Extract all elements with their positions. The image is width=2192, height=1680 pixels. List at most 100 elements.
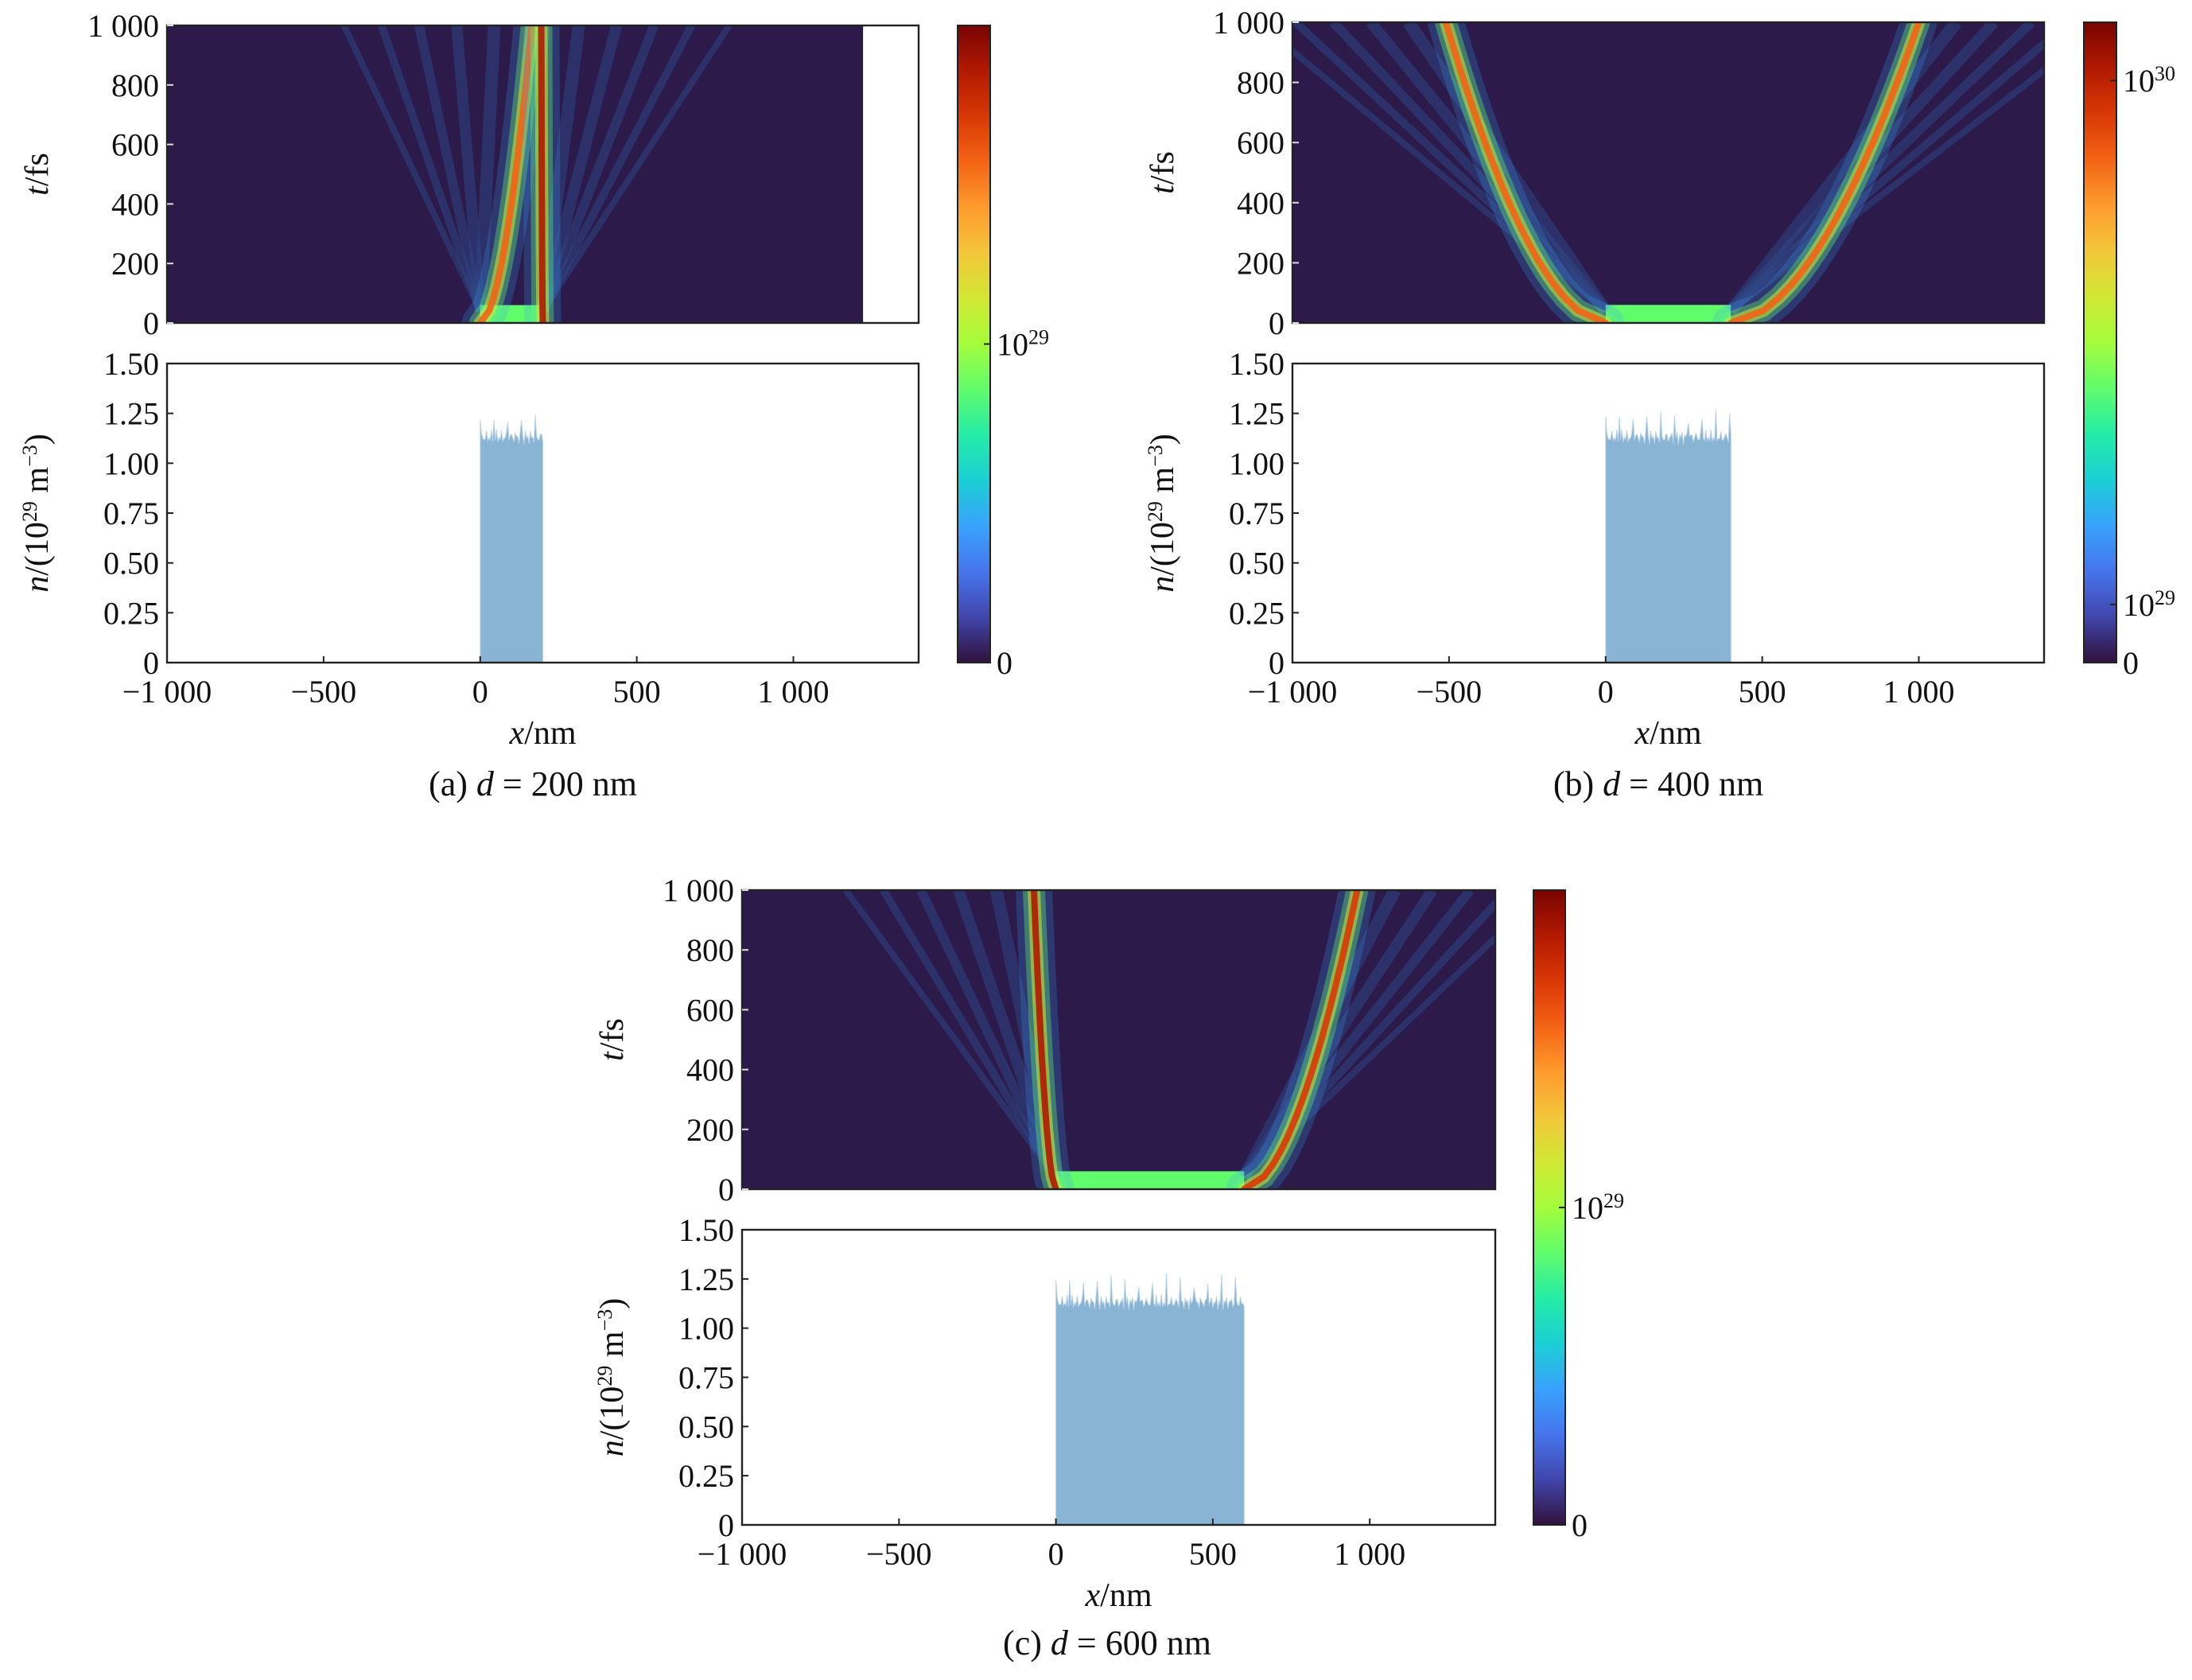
colorbar-tick-label-1: 1029 (1572, 1189, 1624, 1227)
spray-ray-0-3 (1329, 22, 1610, 314)
spray-ray-0-1 (473, 25, 501, 312)
colorbar-tick-label-1: 1029 (997, 325, 1049, 363)
heatmap-ytick-label-4: 800 (686, 932, 734, 968)
plasma-edge-0 (476, 25, 535, 323)
profile-ytick-label-4: 1.00 (103, 445, 159, 481)
profile-xlabel: x/nm (1634, 715, 1702, 752)
heatmap-ytick-label-5: 1 000 (1213, 5, 1284, 41)
heatmap-ylabel: t/fs (19, 153, 56, 196)
heatmap-ytick-label-1: 200 (686, 1112, 734, 1148)
spray-ray-1-4 (539, 25, 695, 313)
spray-fan-1 (536, 25, 733, 313)
profile-ytick-label-4: 1.00 (678, 1311, 734, 1347)
target-slab (1055, 1171, 1245, 1189)
heatmap-ytick-label-4: 800 (111, 68, 159, 103)
spray-ray-1-2 (537, 25, 622, 313)
profile-ylabel: n/(1029 m−3) (18, 434, 56, 593)
heatmap-ytick-label-1: 200 (1237, 245, 1284, 281)
heatmap-ytick-label-5: 1 000 (663, 873, 734, 908)
colorbar-tick-label-0: 0 (1572, 1507, 1588, 1543)
profile-xtick-label-4: 1 000 (758, 674, 830, 710)
caption-b: (b) d = 400 nm (1553, 764, 1763, 803)
heatmap-ytick-label-5: 1 000 (87, 8, 159, 44)
profile-xlabel: x/nm (1085, 1577, 1152, 1614)
spray-ray-0-4 (1292, 22, 1609, 314)
spray-ray-1-3 (1728, 22, 2035, 315)
profile-xtick-label-0: −1 000 (122, 674, 212, 710)
colorbar-tick-label-0: 0 (2123, 645, 2139, 681)
target-slab (1605, 305, 1731, 323)
spray-fan-0 (340, 25, 501, 313)
density-bar (1055, 1273, 1245, 1526)
spray-ray-1-4 (1728, 38, 2044, 314)
colorbar-tick-label-1: 1029 (2123, 585, 2175, 623)
density-bar (480, 414, 543, 663)
heatmap-background (1292, 22, 2044, 323)
colorbar-gradient (2083, 21, 2117, 663)
profile-xtick-label-1: −500 (1417, 674, 1483, 710)
profile-ytick-label-6: 1.50 (103, 346, 159, 382)
heatmap-ytick-label-4: 800 (1237, 65, 1284, 101)
spray-ray-0-1 (1403, 22, 1611, 315)
colorbar-c: 0 1029 (1533, 889, 1624, 1543)
heatmap-ytick-label-0: 0 (718, 1172, 734, 1208)
plasma-edge-0 (1031, 890, 1059, 1189)
heatmap-ytick-label-0: 0 (143, 305, 159, 341)
profile-ytick-label-6: 1.50 (678, 1212, 734, 1248)
profile-xtick-label-3: 500 (613, 674, 661, 710)
spray-ray-0-5 (842, 890, 1059, 1180)
heatmap-ylabel: t/fs (1145, 151, 1181, 194)
spray-ray-0-3 (414, 25, 485, 313)
profile-ytick-label-0: 0 (143, 645, 159, 681)
profile-xtick-label-1: −500 (291, 674, 357, 710)
heatmap-ytick-label-0: 0 (1269, 305, 1284, 341)
profile-ytick-label-1: 0.25 (103, 595, 159, 631)
profile-xtick-label-3: 500 (1189, 1536, 1237, 1572)
profile-ytick-label-1: 0.25 (1229, 595, 1284, 631)
profile-ytick-label-6: 1.50 (1229, 346, 1284, 382)
heatmap-c: 0 200 400 600 800 1 000 t/fs (594, 873, 1497, 1208)
plasma-edge-1 (1728, 22, 1922, 323)
heatmap-b: 0 200 400 600 800 1 000 t/fs (1145, 5, 2046, 341)
spray-ray-0-3 (916, 890, 1061, 1180)
heatmap-ytick-label-3: 600 (1237, 125, 1284, 161)
spray-ray-1-3 (538, 25, 659, 313)
spray-fan-0 (1292, 22, 1611, 315)
profile-ylabel: n/(1029 m−3) (1144, 434, 1182, 593)
profile-xtick-label-2: 0 (472, 674, 488, 710)
profile-xlabel: x/nm (509, 715, 577, 752)
spray-ray-0-4 (880, 890, 1059, 1180)
panel-b: 0 200 400 600 800 1 000 t/fs 0 0.25 0.50 0.75 1.00… (1144, 5, 2176, 803)
density-profile-b: 0 0.25 0.50 0.75 1.00 1.25 1.50 −1 000 −500 0 500 1… (1144, 346, 2046, 752)
profile-ytick-label-2: 0.50 (103, 546, 159, 581)
heatmap-ylabel: t/fs (594, 1018, 631, 1061)
caption-c: (c) d = 600 nm (1003, 1624, 1211, 1662)
colorbar-a: 0 1029 (957, 25, 1049, 681)
heatmap-a: 0 200 400 600 800 1 000 t/fs (19, 8, 920, 341)
profile-ytick-label-3: 0.75 (103, 496, 159, 531)
profile-ylabel: n/(1029 m−3) (593, 1298, 632, 1457)
profile-ytick-label-3: 0.75 (678, 1360, 734, 1396)
heatmap-ytick-label-2: 400 (686, 1052, 734, 1088)
profile-xtick-label-1: −500 (866, 1536, 932, 1572)
spray-ray-1-5 (540, 25, 733, 313)
heatmap-frame (740, 889, 1497, 1191)
heatmap-ytick-label-3: 600 (686, 992, 734, 1028)
profile-xtick-label-4: 1 000 (1334, 1536, 1405, 1572)
spray-ray-0-2 (953, 890, 1062, 1180)
colorbar-b: 0 1029 1030 (2083, 21, 2175, 681)
spray-ray-0-5 (340, 25, 484, 313)
heatmap-frame (165, 24, 920, 325)
profile-xtick-label-3: 500 (1739, 674, 1786, 710)
colorbar-tick-label-2: 1030 (2123, 62, 2175, 99)
profile-ytick-label-0: 0 (718, 1507, 734, 1543)
profile-ytick-label-5: 1.25 (1229, 396, 1284, 432)
density-profile-c: 0 0.25 0.50 0.75 1.00 1.25 1.50 −1 000 −500 0 500 1… (593, 1212, 1497, 1614)
spray-ray-1-3 (1240, 890, 1475, 1180)
plasma-edge-1 (1241, 890, 1361, 1189)
spray-ray-0-4 (377, 25, 484, 313)
caption-a: (a) d = 200 nm (429, 764, 637, 803)
heatmap-blank-region (861, 25, 919, 324)
profile-ytick-label-1: 0.25 (678, 1458, 734, 1494)
